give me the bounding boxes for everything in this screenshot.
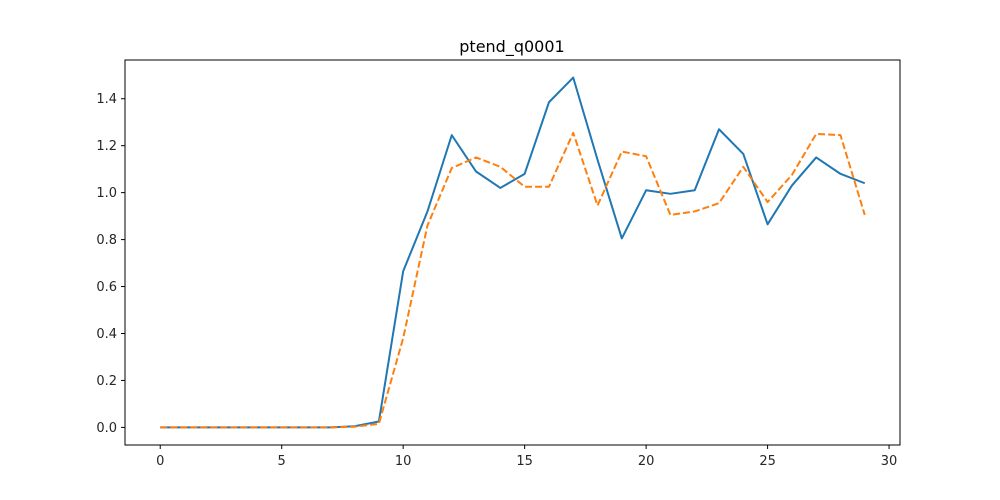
chart-title: ptend_q0001	[459, 37, 564, 57]
x-tick-label: 15	[516, 454, 533, 469]
x-axis: 0 5 10 15 20 25 30	[156, 445, 897, 469]
y-tick-label: 0.0	[96, 421, 117, 436]
x-tick-label: 30	[881, 454, 898, 469]
x-tick-label: 5	[278, 454, 286, 469]
series-layer	[160, 76, 866, 429]
y-tick-label: 1.4	[96, 92, 117, 107]
y-tick-label: 0.8	[96, 233, 117, 248]
plot-frame	[124, 59, 901, 446]
x-tick-label: 10	[395, 454, 412, 469]
series-line-2	[160, 131, 866, 429]
x-tick-label: 20	[638, 454, 655, 469]
y-tick-label: 1.0	[96, 186, 117, 201]
y-axis: 0.0 0.2 0.4 0.6 0.8 1.0 1.2 1.4	[96, 92, 125, 436]
y-tick-label: 1.2	[96, 139, 117, 154]
x-tick-label: 25	[759, 454, 776, 469]
y-tick-label: 0.4	[96, 327, 117, 342]
y-tick-label: 0.6	[96, 280, 117, 295]
y-tick-label: 0.2	[96, 374, 117, 389]
series-line-1	[160, 76, 866, 429]
x-tick-label: 0	[156, 454, 164, 469]
